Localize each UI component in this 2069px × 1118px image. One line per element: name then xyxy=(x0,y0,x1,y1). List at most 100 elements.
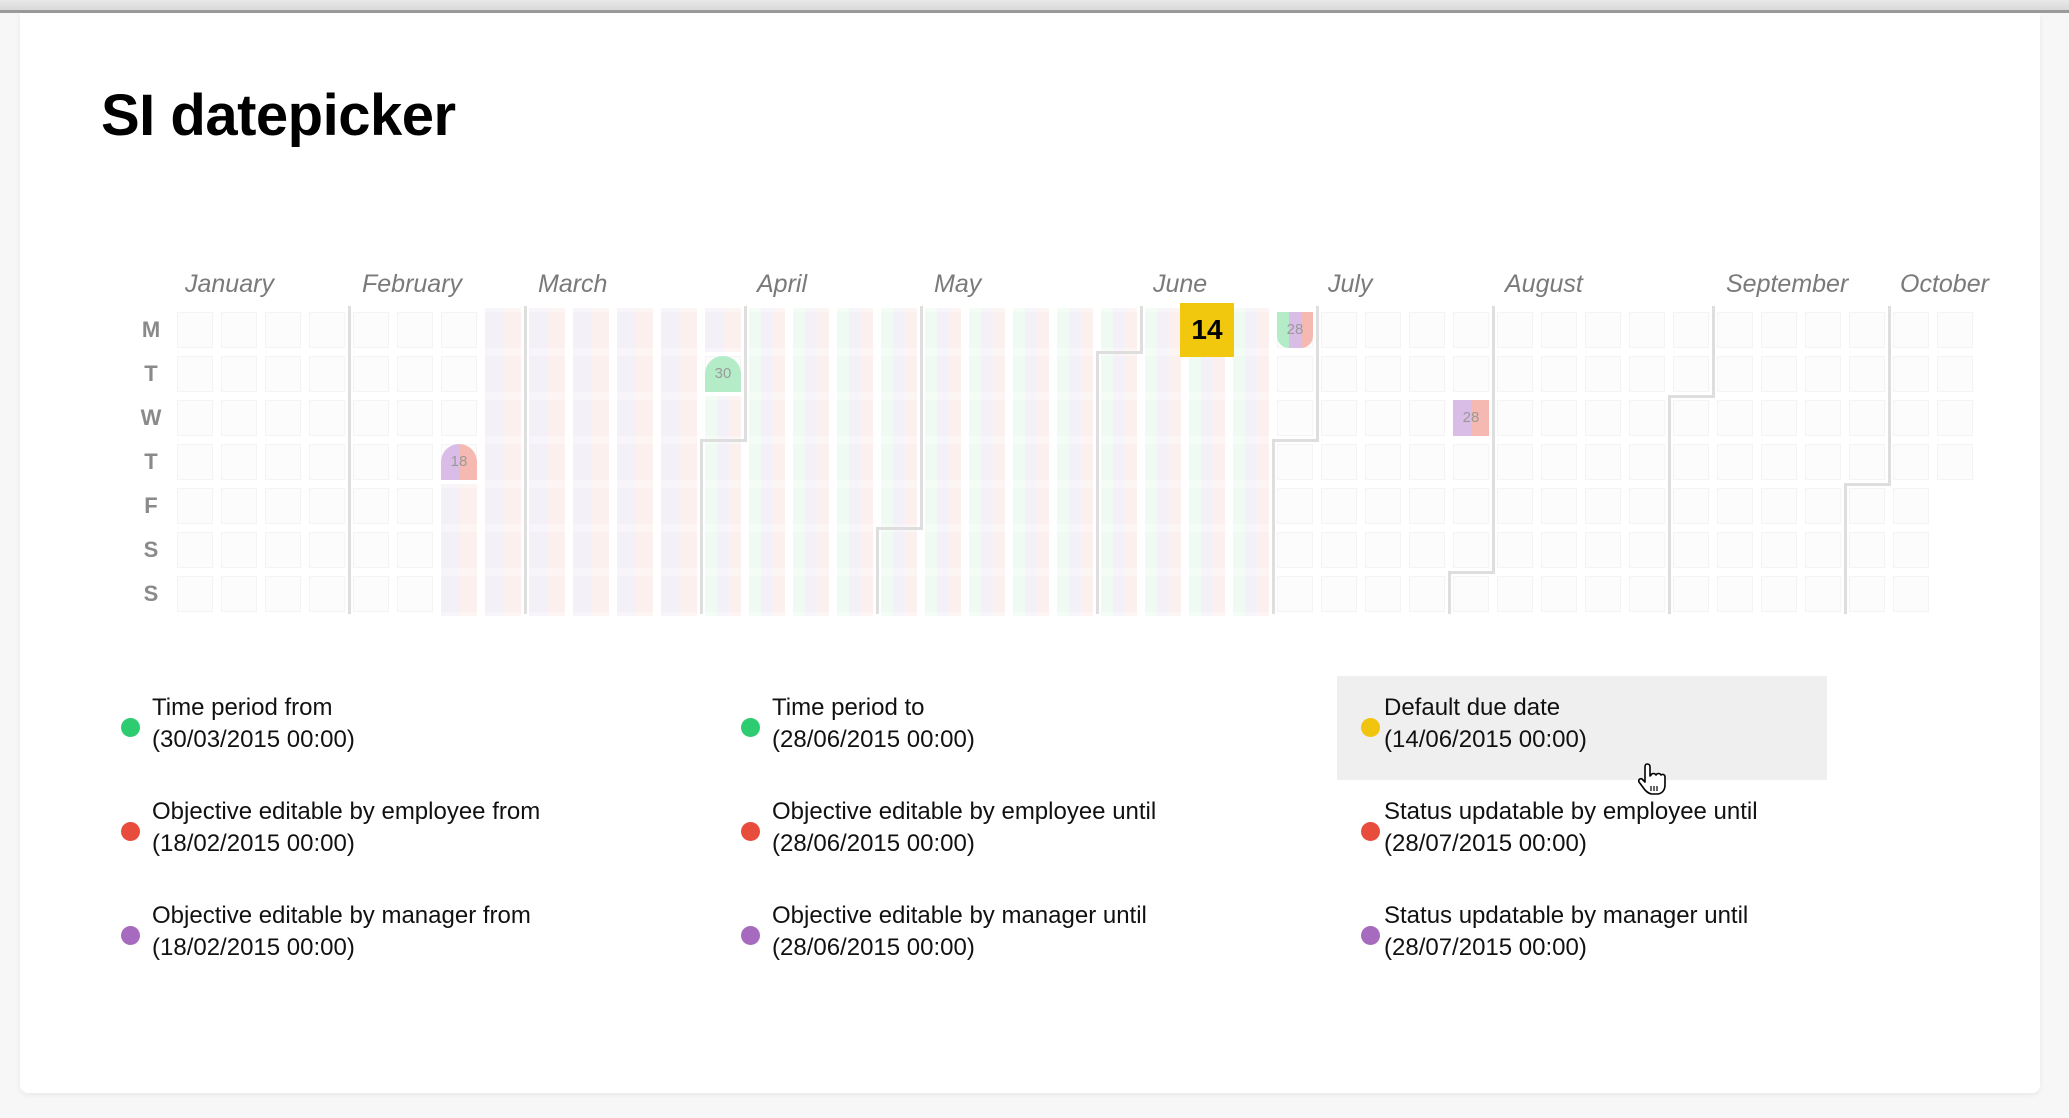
day-cell[interactable] xyxy=(1013,308,1049,352)
legend-item-time-period-from[interactable]: Time period from (30/03/2015 00:00) xyxy=(117,676,737,780)
day-cell[interactable] xyxy=(1453,532,1489,568)
day-cell[interactable] xyxy=(177,356,213,392)
day-cell[interactable] xyxy=(1057,308,1093,352)
day-cell[interactable] xyxy=(881,528,917,572)
day-cell[interactable] xyxy=(1145,352,1181,396)
day-cell[interactable] xyxy=(1541,444,1577,480)
day-cell[interactable] xyxy=(1365,444,1401,480)
day-cell[interactable] xyxy=(661,572,697,616)
day-cell[interactable] xyxy=(881,308,917,352)
day-cell[interactable] xyxy=(1673,444,1709,480)
day-cell[interactable] xyxy=(1321,356,1357,392)
day-cell[interactable] xyxy=(1937,400,1973,436)
day-cell[interactable] xyxy=(1761,356,1797,392)
day-cell[interactable] xyxy=(1893,400,1929,436)
day-cell[interactable] xyxy=(397,356,433,392)
day-cell[interactable] xyxy=(1585,532,1621,568)
day-cell[interactable] xyxy=(1233,484,1269,528)
day-cell[interactable] xyxy=(749,572,785,616)
day-cell[interactable] xyxy=(1409,532,1445,568)
day-cell[interactable] xyxy=(793,352,829,396)
day-cell[interactable] xyxy=(661,308,697,352)
day-cell[interactable] xyxy=(1893,444,1929,480)
day-cell[interactable] xyxy=(749,484,785,528)
day-cell[interactable] xyxy=(1365,576,1401,612)
day-cell[interactable] xyxy=(1189,572,1225,616)
day-cell[interactable] xyxy=(881,572,917,616)
day-cell[interactable] xyxy=(485,572,521,616)
day-cell[interactable] xyxy=(485,308,521,352)
day-cell[interactable] xyxy=(969,352,1005,396)
day-cell[interactable] xyxy=(1057,572,1093,616)
day-cell[interactable] xyxy=(881,484,917,528)
day-cell[interactable] xyxy=(1849,488,1885,524)
day-cell[interactable] xyxy=(1629,444,1665,480)
day-cell[interactable] xyxy=(1849,532,1885,568)
day-cell[interactable] xyxy=(705,528,741,572)
day-cell[interactable] xyxy=(573,396,609,440)
day-cell[interactable] xyxy=(705,396,741,440)
day-cell[interactable] xyxy=(881,440,917,484)
day-cell[interactable] xyxy=(925,528,961,572)
day-cell[interactable] xyxy=(1365,532,1401,568)
date-marker[interactable]: 28 xyxy=(1453,400,1489,436)
day-cell[interactable] xyxy=(397,532,433,568)
legend-item-objective-editable-manager-until[interactable]: Objective editable by manager until (28/0… xyxy=(737,884,1357,988)
day-cell[interactable] xyxy=(1189,396,1225,440)
day-cell[interactable] xyxy=(1453,312,1489,348)
day-cell[interactable] xyxy=(1321,488,1357,524)
day-cell[interactable] xyxy=(1629,576,1665,612)
day-cell[interactable] xyxy=(265,488,301,524)
day-cell[interactable] xyxy=(661,352,697,396)
day-cell[interactable] xyxy=(529,440,565,484)
day-cell[interactable] xyxy=(1805,532,1841,568)
day-cell[interactable] xyxy=(1893,532,1929,568)
day-cell[interactable] xyxy=(1409,444,1445,480)
day-cell[interactable] xyxy=(1629,356,1665,392)
day-cell[interactable] xyxy=(485,396,521,440)
date-marker[interactable]: 28 xyxy=(1277,312,1313,348)
day-cell[interactable] xyxy=(1761,576,1797,612)
day-cell[interactable] xyxy=(1805,400,1841,436)
day-cell[interactable] xyxy=(1057,396,1093,440)
day-cell[interactable] xyxy=(353,532,389,568)
day-cell[interactable] xyxy=(221,356,257,392)
day-cell[interactable] xyxy=(1101,396,1137,440)
day-cell[interactable] xyxy=(1453,356,1489,392)
day-cell[interactable] xyxy=(177,444,213,480)
day-cell[interactable] xyxy=(1497,532,1533,568)
day-cell[interactable] xyxy=(1849,444,1885,480)
day-cell[interactable] xyxy=(1497,576,1533,612)
day-cell[interactable] xyxy=(793,572,829,616)
day-cell[interactable] xyxy=(1409,400,1445,436)
day-cell[interactable] xyxy=(353,356,389,392)
day-cell[interactable] xyxy=(749,396,785,440)
date-marker[interactable]: 18 xyxy=(441,444,477,480)
day-cell[interactable] xyxy=(1673,532,1709,568)
day-cell[interactable] xyxy=(1365,400,1401,436)
day-cell[interactable] xyxy=(617,352,653,396)
day-cell[interactable] xyxy=(1629,312,1665,348)
day-cell[interactable] xyxy=(1717,444,1753,480)
day-cell[interactable] xyxy=(1013,396,1049,440)
day-cell[interactable] xyxy=(1585,400,1621,436)
day-cell[interactable] xyxy=(837,396,873,440)
day-cell[interactable] xyxy=(265,356,301,392)
day-cell[interactable] xyxy=(1585,356,1621,392)
date-marker[interactable]: 30 xyxy=(705,356,741,392)
day-cell[interactable] xyxy=(265,532,301,568)
day-cell[interactable] xyxy=(1717,532,1753,568)
day-cell[interactable] xyxy=(441,484,477,528)
day-cell[interactable] xyxy=(1057,440,1093,484)
day-cell[interactable] xyxy=(573,352,609,396)
day-cell[interactable] xyxy=(925,308,961,352)
day-cell[interactable] xyxy=(265,312,301,348)
day-cell[interactable] xyxy=(1453,488,1489,524)
legend-item-time-period-to[interactable]: Time period to (28/06/2015 00:00) xyxy=(737,676,1357,780)
legend-item-default-due-date[interactable]: Default due date (14/06/2015 00:00) xyxy=(1337,676,1827,780)
day-cell[interactable] xyxy=(749,352,785,396)
day-cell[interactable] xyxy=(309,576,345,612)
day-cell[interactable] xyxy=(1277,576,1313,612)
day-cell[interactable] xyxy=(221,576,257,612)
day-cell[interactable] xyxy=(1937,444,1973,480)
